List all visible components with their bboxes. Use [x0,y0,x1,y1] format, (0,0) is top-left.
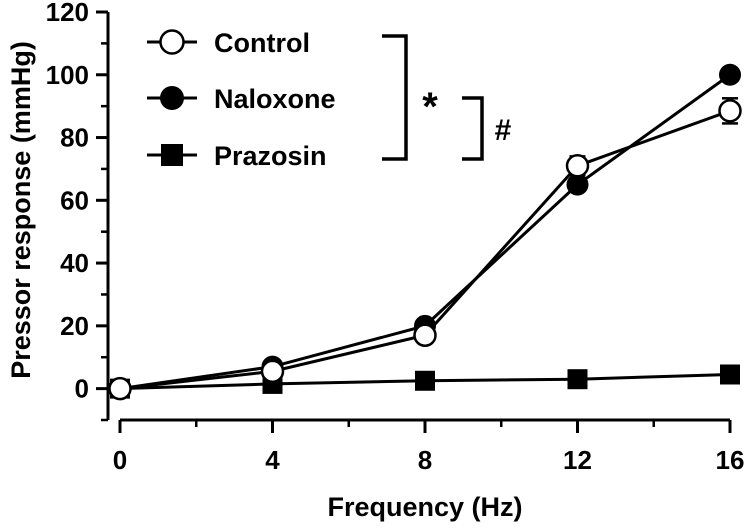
y-tick-label: 20 [60,311,89,341]
significance-annotations: *# [382,34,512,161]
bracket-hash [462,96,484,161]
data-point [567,369,588,390]
x-tick-label: 8 [418,445,432,475]
axes: 0 20 40 60 80 100 120 0 4 8 12 16 [46,0,745,475]
series-layer [108,63,742,401]
bracket-star [382,34,408,161]
legend-label: Prazosin [214,141,327,171]
x-tick-label: 12 [563,445,592,475]
legend-item-control: Control [147,28,310,58]
y-tick-label: 40 [60,248,89,278]
data-point [413,323,437,348]
y-tick-label: 120 [46,0,89,27]
series-control [108,97,742,401]
legend-label: Control [214,28,310,58]
legend-marker [160,86,184,110]
data-point [719,63,741,86]
legend-item-prazosin: Prazosin [147,141,327,171]
legend-label: Naloxone [214,84,336,114]
data-point [108,376,132,401]
x-tick-label: 16 [716,445,745,475]
data-point [565,154,590,178]
x-axis-label: Frequency (Hz) [327,492,522,522]
legend: Control Naloxone Prazosin [147,28,336,171]
data-point [718,99,742,123]
y-tick-label: 80 [60,123,89,153]
legend-marker [161,144,183,166]
y-tick-label: 100 [46,60,89,90]
y-axis-label: Pressor response (mmHg) [6,41,36,379]
annotation-hash: # [495,114,512,147]
data-point [566,173,589,196]
data-point [415,370,435,391]
y-tick-label: 60 [60,185,89,215]
data-point [260,359,285,384]
legend-item-naloxone: Naloxone [147,84,336,114]
annotation-star: * [422,85,438,129]
legend-marker [159,29,185,55]
x-tick-label: 4 [265,445,280,475]
x-tick-label: 0 [113,445,127,475]
data-point [720,364,740,385]
series-prazosin [110,364,740,399]
y-tick-label: 0 [75,374,89,404]
